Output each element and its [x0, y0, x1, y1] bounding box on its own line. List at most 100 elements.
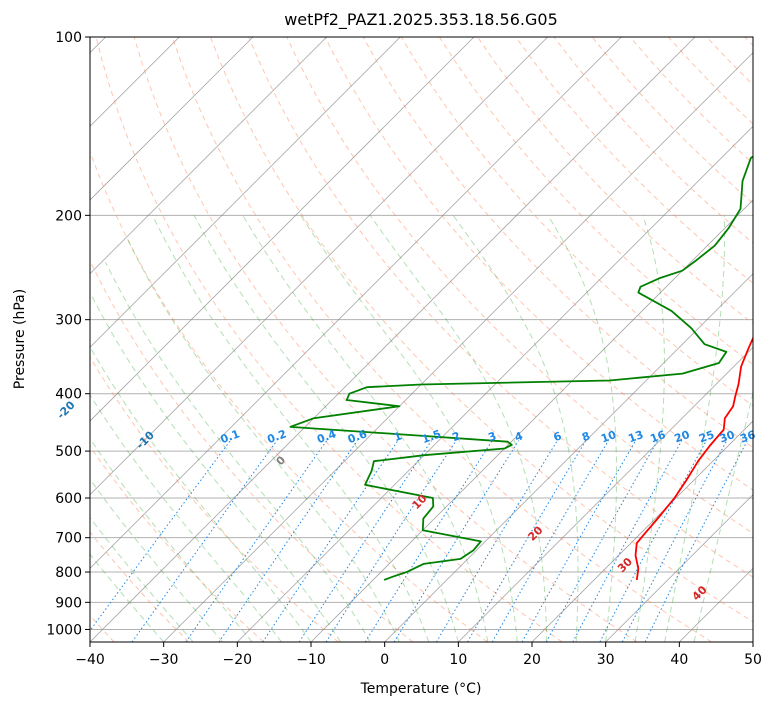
isotherm-line	[90, 37, 254, 201]
mixing-ratio-line	[572, 440, 683, 642]
isotherm-line	[531, 420, 753, 642]
axis-layer: −40 −30 −20 −10 0 10 20 30 40 5010020030040050060…	[46, 30, 762, 668]
mixing-ratio-label: 13	[626, 428, 645, 445]
moist-adiabat-line	[127, 239, 400, 642]
mixing-ratio-line	[185, 440, 328, 642]
x-tick-label: −20	[223, 652, 253, 668]
y-tick-label: 800	[55, 565, 82, 581]
moist-adiabat-line	[547, 215, 618, 642]
moist-adiabat-line	[369, 215, 548, 642]
mixing-ratio-line	[90, 440, 231, 632]
isotherm-line	[458, 346, 753, 642]
dry-adiabat-line	[210, 37, 753, 623]
mixing-ratio-label: 1.5	[420, 427, 443, 446]
dry-adiabat-line	[133, 37, 638, 642]
dry-adiabat-line	[439, 37, 753, 366]
isotherm-line	[752, 641, 753, 642]
dry-adiabat-line	[171, 37, 712, 642]
dry-adiabat-line	[515, 37, 753, 284]
mixing-ratio-line	[545, 440, 659, 642]
mixing-ratio-label: 0.4	[315, 427, 338, 446]
x-tick-label: −40	[75, 652, 105, 668]
mixing-ratio-label: 30	[718, 428, 737, 446]
x-tick-label: 10	[449, 652, 467, 668]
mixing-ratio-line	[393, 440, 520, 642]
mixing-ratio-label: 1	[392, 429, 404, 444]
y-tick-label: 200	[55, 208, 82, 224]
y-tick-label: 500	[55, 444, 82, 460]
isotherm-line	[90, 37, 327, 275]
moist-adiabat-line	[90, 345, 312, 642]
mixing-ratio-label: 25	[697, 428, 716, 445]
mixing-ratio-line	[467, 440, 587, 642]
x-tick-label: 0	[380, 652, 389, 668]
mixing-ratio-line	[644, 440, 748, 642]
dry-adiabat-line	[90, 531, 190, 642]
y-tick-label: 1000	[46, 622, 82, 638]
dry-adiabat-line	[90, 150, 488, 642]
x-tick-label: 50	[744, 652, 762, 668]
dry-adiabat-line	[90, 356, 339, 642]
mixing-ratio-line	[364, 440, 493, 642]
y-tick-label: 700	[55, 531, 82, 547]
isotherm-line	[163, 52, 753, 642]
dry-adiabat-line	[95, 37, 563, 642]
x-tick-label: 20	[523, 652, 541, 668]
y-tick-label: 600	[55, 491, 82, 507]
moist-adiabat-line	[90, 516, 194, 642]
mixing-ratio-label: 0.6	[346, 427, 369, 446]
moist-adiabat-line	[634, 215, 665, 642]
temperature-profile-line	[634, 335, 753, 581]
isotherm-line	[384, 273, 753, 642]
y-tick-label: 300	[55, 313, 82, 329]
mixing-ratio-line	[325, 440, 457, 642]
x-tick-label: −30	[149, 652, 179, 668]
isotherm-line	[90, 37, 622, 569]
x-tick-label: −10	[296, 652, 326, 668]
mixing-ratio-label: 16	[648, 428, 667, 446]
isotherm-line	[310, 199, 753, 642]
grid-layer	[90, 37, 753, 642]
mixing-ratio-label: 6	[552, 429, 564, 444]
isotherm-line	[90, 37, 548, 496]
y-tick-label: 400	[55, 387, 82, 403]
mixing-ratio-label: 3	[486, 429, 498, 444]
isotherm-line	[605, 494, 753, 642]
moist-adiabat-line	[664, 215, 726, 642]
moist-adiabat-line	[90, 291, 341, 642]
y-tick-label: 100	[55, 30, 82, 46]
moist-adiabat-line	[90, 437, 253, 642]
dry-adiabat-label: -30	[0, 365, 2, 388]
mixing-ratio-label: 2	[450, 429, 462, 444]
dry-adiabat-line	[248, 37, 753, 578]
plot-background	[90, 37, 753, 642]
isotherm-line	[90, 37, 401, 348]
series-layer	[289, 155, 753, 581]
mixing-ratio-line	[131, 440, 278, 642]
isotherm-line	[90, 37, 475, 422]
mixing-ratio-line	[521, 440, 637, 642]
dry-adiabat-line	[90, 445, 264, 642]
moist-adiabat-line	[105, 262, 371, 642]
dewpoint-profile-line	[289, 155, 753, 581]
y-tick-label: 900	[55, 595, 82, 611]
dry-adiabat-line	[90, 259, 414, 642]
x-tick-label: 30	[597, 652, 615, 668]
moist-adiabat-line	[452, 215, 579, 642]
moist-adiabat-line	[242, 215, 489, 642]
mixing-ratio-line	[435, 440, 558, 642]
y-axis-label: Pressure (hPa)	[12, 289, 28, 389]
x-tick-label: 40	[670, 652, 688, 668]
mixing-ratio-line	[218, 440, 358, 642]
mixing-ratio-label: 0.1	[219, 427, 242, 446]
moist-adiabat-line	[193, 215, 459, 642]
x-axis-label: Temperature (°C)	[360, 681, 482, 697]
mixing-ratio-line	[262, 440, 399, 642]
moist-adiabat-line	[152, 215, 430, 642]
mixing-ratio-label: 20	[673, 428, 692, 446]
mixing-ratio-label: 4	[513, 429, 525, 444]
isotherm-line	[237, 125, 753, 642]
isotherm-line	[90, 37, 696, 642]
moist-adiabat-line	[90, 394, 282, 642]
